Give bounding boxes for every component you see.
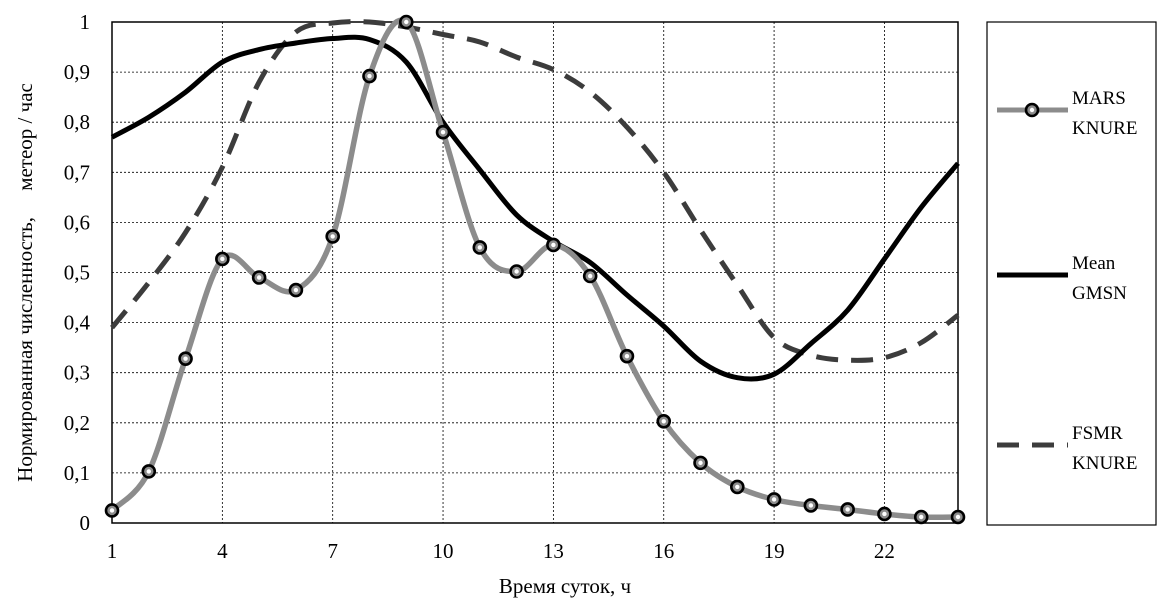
legend-label: Mean	[1072, 253, 1116, 274]
legend-swatch-marker-center	[1029, 107, 1035, 113]
series-line-mean-gmsn	[110, 34, 960, 382]
data-point-marker-center	[955, 514, 961, 520]
y-tick-label: 0,5	[64, 261, 90, 285]
legend: MARS KNURE Mean GMSN FSMR KNURE	[986, 21, 1157, 526]
data-point-marker-center	[514, 269, 519, 274]
data-point-marker-center	[293, 287, 299, 293]
data-point-marker-center	[183, 356, 188, 361]
legend-label: GMSN	[1072, 283, 1127, 304]
data-point-marker-center	[330, 234, 335, 239]
data-point-marker-center	[256, 275, 262, 280]
data-point-marker-center	[477, 245, 483, 250]
series-layer	[104, 14, 966, 525]
x-tick-label: 22	[874, 539, 895, 563]
data-point-marker-center	[587, 273, 593, 279]
y-tick-label: 0,7	[64, 160, 90, 184]
data-point-marker-center	[440, 130, 446, 135]
x-tick-label: 1	[107, 539, 118, 563]
y-tick-label: 0,3	[64, 361, 90, 385]
data-point-marker-center	[551, 242, 556, 248]
data-point-marker-center	[771, 497, 777, 502]
series-line-fsmr-knure	[110, 19, 960, 363]
data-point-marker-center	[698, 460, 703, 466]
x-tick-label: 10	[433, 539, 454, 563]
data-point-marker-center	[882, 511, 887, 517]
plot-area-border	[111, 21, 959, 524]
legend-label: KNURE	[1072, 453, 1137, 474]
x-axis-title: Время суток, ч	[499, 574, 632, 598]
x-tick-label: 19	[764, 539, 785, 563]
data-point-marker-center	[661, 419, 666, 424]
legend-label: KNURE	[1072, 118, 1137, 139]
legend-label: MARS	[1072, 88, 1126, 109]
y-tick-label: 0,1	[64, 461, 90, 485]
x-tick-label: 4	[217, 539, 228, 563]
data-point-marker-center	[146, 469, 151, 474]
data-point-marker-center	[624, 353, 630, 359]
y-tick-label: 0	[80, 511, 91, 535]
grid	[112, 22, 958, 523]
y-tick-label: 1	[80, 10, 91, 34]
y-tick-label: 0,9	[64, 60, 90, 84]
legend-label: FSMR	[1072, 423, 1123, 444]
data-point-marker-center	[367, 73, 372, 79]
axis-tick-labels: 0 0,1 0,2 0,3 0,4 0,5 0,6 0,7 0,8 0,9 1 1 4 7 10 13 16 19…	[64, 10, 895, 563]
data-point-marker-center	[404, 19, 409, 25]
data-point-marker-center	[845, 507, 850, 512]
y-tick-label: 0,6	[64, 210, 90, 234]
x-tick-label: 13	[543, 539, 564, 563]
data-point-marker-center	[919, 514, 924, 520]
series-line-mars-knure	[109, 17, 959, 520]
data-point-marker-center	[808, 503, 814, 508]
y-tick-label: 0,8	[64, 110, 90, 134]
y-tick-label: 0,4	[64, 311, 91, 335]
y-axis-title: Нормированная численность, метеор / час	[13, 83, 37, 482]
data-point-marker-center	[109, 508, 115, 513]
x-tick-label: 7	[327, 539, 338, 563]
data-point-marker-center	[735, 484, 740, 490]
data-point-marker-center	[220, 256, 225, 262]
y-tick-label: 0,2	[64, 411, 90, 435]
x-tick-label: 16	[653, 539, 674, 563]
